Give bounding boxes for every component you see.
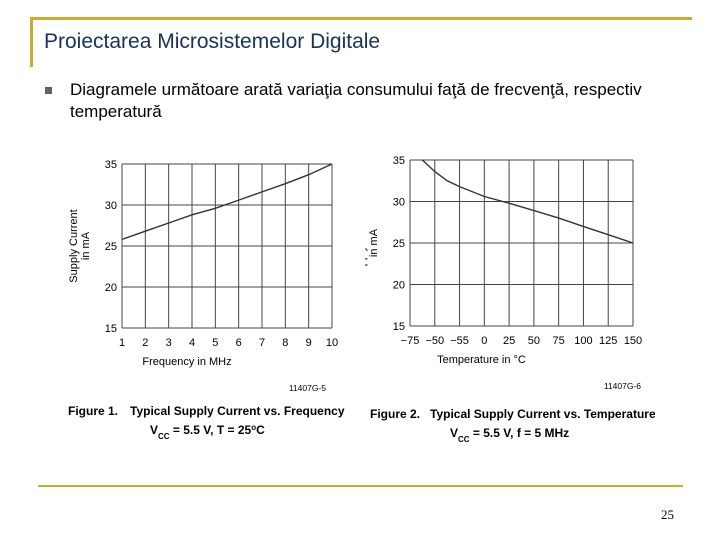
x-tick-label: 1 — [119, 337, 125, 349]
figure-title: Typical Supply Current vs. Frequency — [130, 404, 345, 418]
x-tick-label: 6 — [236, 337, 242, 349]
x-tick-label: −55 — [450, 335, 469, 347]
figure-label: Figure 1. — [68, 404, 118, 418]
x-tick-label: 2 — [142, 337, 148, 349]
x-tick-label: 10 — [326, 337, 338, 349]
y-tick-label: 25 — [393, 238, 405, 250]
y-axis-label: in mA — [368, 228, 380, 257]
figure-condition: VCC = 5.5 V, f = 5 MHz — [450, 426, 569, 444]
figure-title: Typical Supply Current vs. Temperature — [430, 407, 655, 421]
y-tick-label: 35 — [105, 159, 117, 171]
x-tick-label: 7 — [259, 337, 265, 349]
y-tick-label: 20 — [393, 280, 405, 292]
chart-svg: −75 −50 −55 0 25 50 75 100 125 150 15 20 25 30 35 Tempe… — [365, 155, 655, 444]
y-tick-label: 15 — [393, 321, 405, 333]
frame-left-line — [30, 17, 33, 67]
slide-title: Proiectarea Microsistemelor Digitale — [44, 30, 381, 53]
frame-top-line — [30, 17, 692, 20]
y-tick-label: 30 — [393, 197, 405, 209]
x-tick-label: −75 — [401, 335, 420, 347]
y-tick-label: 30 — [105, 200, 117, 212]
series-line — [121, 163, 333, 241]
x-tick-label: 3 — [166, 337, 172, 349]
figure-code: 11407G-6 — [604, 381, 641, 391]
chart-supply-vs-temperature: −75 −50 −55 0 25 50 75 100 125 150 15 20 25 30 35 Tempe… — [365, 150, 655, 450]
bullet-square-icon — [45, 87, 52, 94]
x-tick-label: 25 — [503, 335, 515, 347]
chart-svg: 1 2 3 4 5 6 7 8 9 10 15 20 25 30 35 Frequency in MHz Sup… — [68, 159, 345, 441]
y-tick-label: 25 — [105, 241, 117, 253]
figure-code: 11407G-5 — [289, 383, 326, 393]
y-tick-label: 20 — [105, 282, 117, 294]
x-tick-label: 9 — [306, 337, 312, 349]
x-tick-label: 8 — [282, 337, 288, 349]
x-tick-label: 75 — [553, 335, 565, 347]
x-tick-label: 100 — [574, 335, 592, 347]
chart-supply-vs-frequency: 1 2 3 4 5 6 7 8 9 10 15 20 25 30 35 Frequency in MHz Sup… — [60, 150, 350, 450]
x-tick-label: 0 — [481, 335, 487, 347]
x-tick-label: −50 — [425, 335, 444, 347]
series-line — [421, 159, 634, 244]
bullet-text: Diagramele următoare arată variaţia cons… — [70, 80, 642, 121]
x-tick-label: 150 — [624, 335, 642, 347]
x-tick-label: 50 — [528, 335, 540, 347]
page-number: 25 — [661, 507, 674, 522]
y-tick-label: 35 — [393, 155, 405, 167]
x-tick-label: 4 — [189, 337, 195, 349]
x-tick-label: 125 — [599, 335, 617, 347]
figure-label: Figure 2. — [370, 407, 420, 421]
x-axis-label: Temperature in °C — [437, 354, 526, 366]
y-tick-label: 15 — [105, 323, 117, 335]
x-axis-label: Frequency in MHz — [142, 356, 231, 368]
frame-bottom-line — [38, 485, 683, 487]
y-axis-label: Supply Current — [68, 209, 80, 282]
x-tick-label: 5 — [212, 337, 218, 349]
figure-condition: VCC = 5.5 V, T = 25oC — [150, 423, 265, 441]
y-axis-label: Supply Current — [365, 206, 368, 279]
y-axis-label: in mA — [80, 231, 92, 260]
